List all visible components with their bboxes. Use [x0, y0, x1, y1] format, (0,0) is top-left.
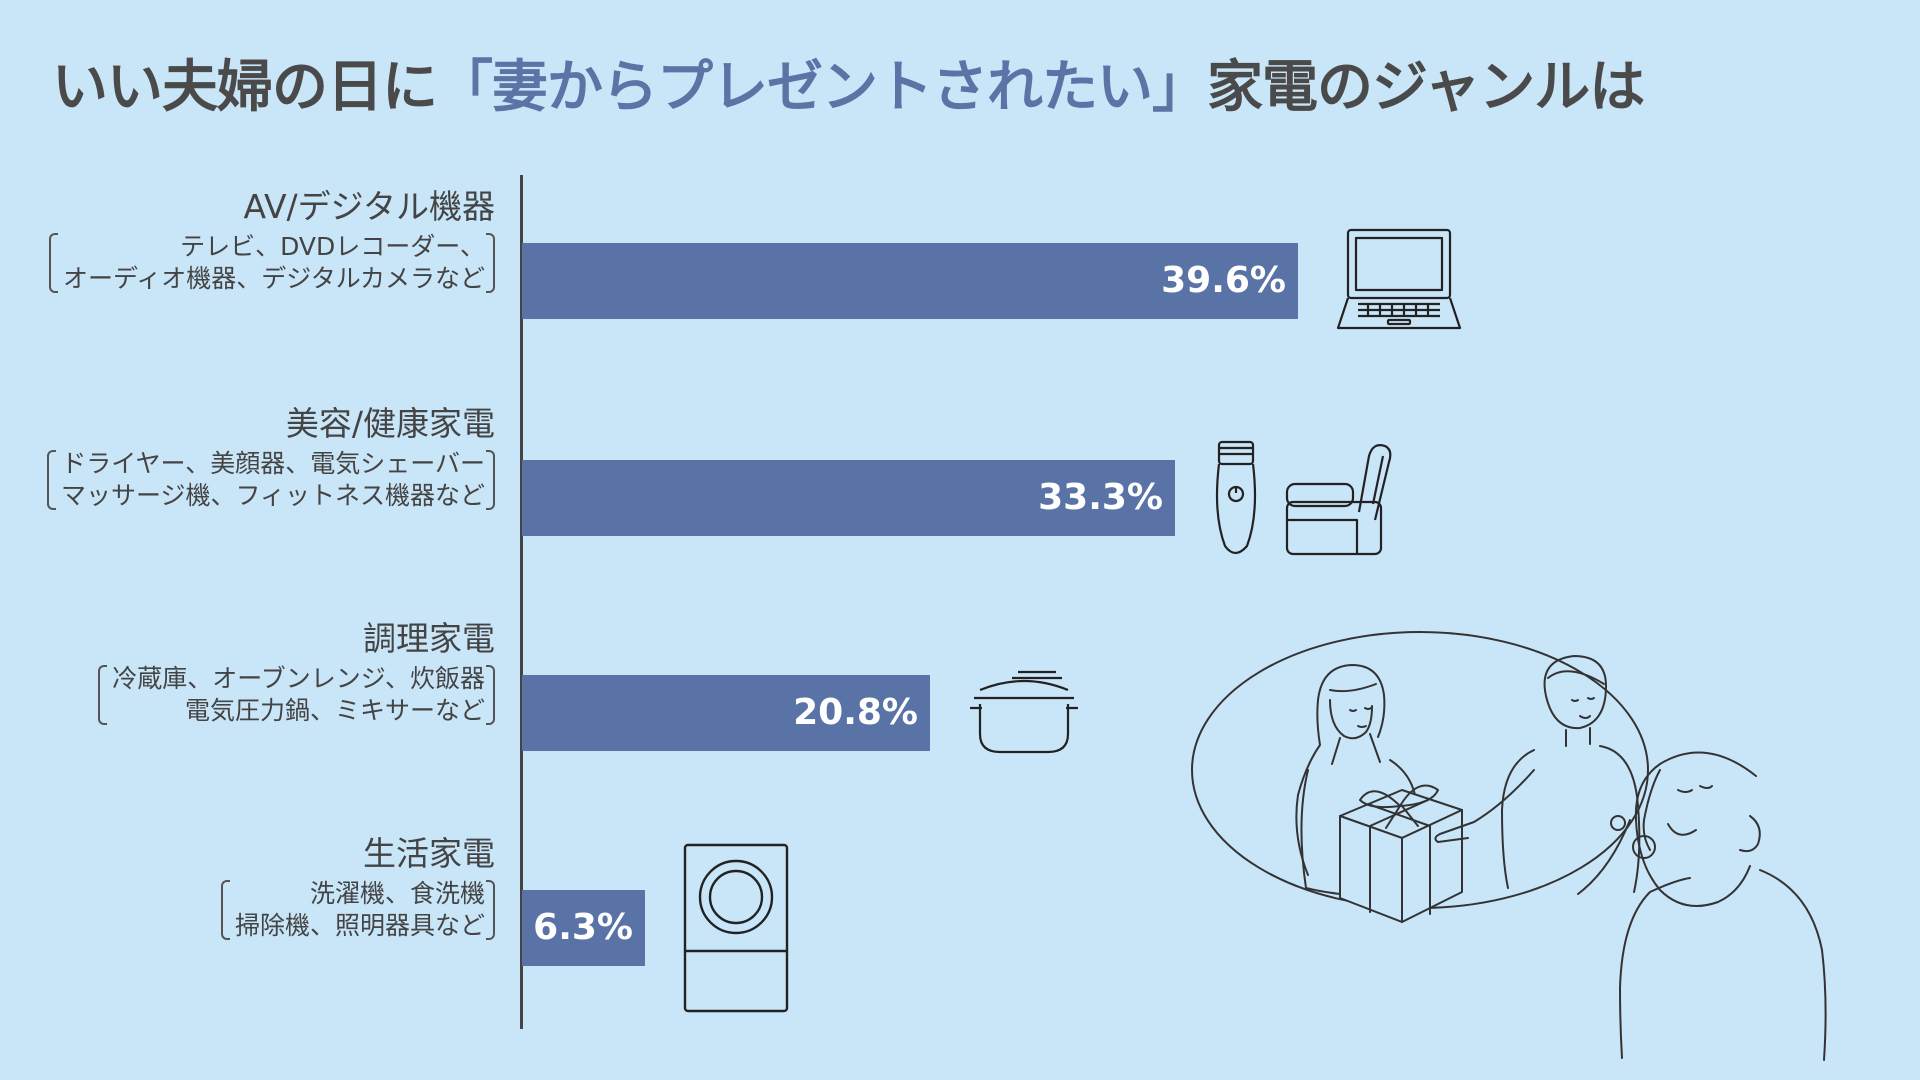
- category-label-4: 生活家電洗濯機、食洗機掃除機、照明器具など: [220, 834, 496, 942]
- title-post: 家電のジャンルは: [1207, 55, 1645, 120]
- category-name: 調理家電: [363, 619, 495, 658]
- bar-3: 20.8%: [522, 675, 930, 751]
- data-label: 6.3%: [533, 907, 633, 948]
- pot-icon: [966, 668, 1081, 762]
- category-label-2: 美容/健康家電ドライヤー、美顔器、電気シェーバー マッサージ機、フィットネス機器な…: [46, 404, 496, 512]
- data-label: 33.3%: [1038, 477, 1163, 518]
- data-label: 20.8%: [793, 692, 918, 733]
- thought-bubble-dot-small: [1610, 815, 1626, 831]
- bar-1: 39.6%: [522, 243, 1298, 319]
- shaver-icon: [1211, 438, 1261, 562]
- category-label-1: AV/デジタル機器テレビ、DVDレコーダー、オーディオ機器、デジタルカメラなど: [48, 187, 496, 295]
- thinking-person: [1619, 751, 1827, 1061]
- category-description-line: 電気圧力鍋、ミキサーなど: [184, 696, 485, 725]
- couple-gift-illustration: [1191, 631, 1827, 1061]
- bar-4: 6.3%: [522, 890, 645, 966]
- category-description: テレビ、DVDレコーダー、オーディオ機器、デジタルカメラなど: [48, 231, 496, 295]
- category-name: AV/デジタル機器: [243, 187, 496, 226]
- category-description-line: 洗濯機、食洗機: [309, 879, 485, 908]
- category-description: 冷蔵庫、オーブンレンジ、炊飯器電気圧力鍋、ミキサーなど: [98, 663, 495, 727]
- gift-box: [1339, 784, 1463, 923]
- data-label: 39.6%: [1161, 260, 1286, 301]
- bar-2: 33.3%: [522, 460, 1175, 536]
- washing-machine-icon: [681, 841, 791, 1020]
- title-pre: いい夫婦の日に: [52, 55, 438, 120]
- man-figure: [1434, 655, 1641, 895]
- category-description: 洗濯機、食洗機掃除機、照明器具など: [220, 878, 496, 942]
- category-description: ドライヤー、美顔器、電気シェーバー マッサージ機、フィットネス機器など: [46, 448, 496, 512]
- category-description-line: 掃除機、照明器具など: [234, 911, 485, 940]
- massage-chair-icon: [1279, 438, 1394, 562]
- category-description-line: オーディオ機器、デジタルカメラなど: [62, 264, 485, 293]
- thought-bubble-dot-large: [1632, 835, 1656, 859]
- category-axis-line: [520, 175, 523, 1029]
- category-description-line: ドライヤー、美顔器、電気シェーバー: [61, 449, 485, 478]
- title-highlight: 「妻からプレゼントされたい」: [437, 55, 1208, 120]
- laptop-icon: [1334, 226, 1464, 340]
- category-description-line: マッサージ機、フィットネス機器など: [60, 481, 485, 510]
- category-description-line: 冷蔵庫、オーブンレンジ、炊飯器: [112, 664, 485, 693]
- category-name: 美容/健康家電: [285, 404, 495, 443]
- category-description-line: テレビ、DVDレコーダー、: [180, 232, 485, 261]
- chart-title: いい夫婦の日に「妻からプレゼントされたい」家電のジャンルは: [52, 42, 1645, 123]
- category-name: 生活家電: [363, 834, 495, 873]
- category-label-3: 調理家電冷蔵庫、オーブンレンジ、炊飯器電気圧力鍋、ミキサーなど: [98, 619, 495, 727]
